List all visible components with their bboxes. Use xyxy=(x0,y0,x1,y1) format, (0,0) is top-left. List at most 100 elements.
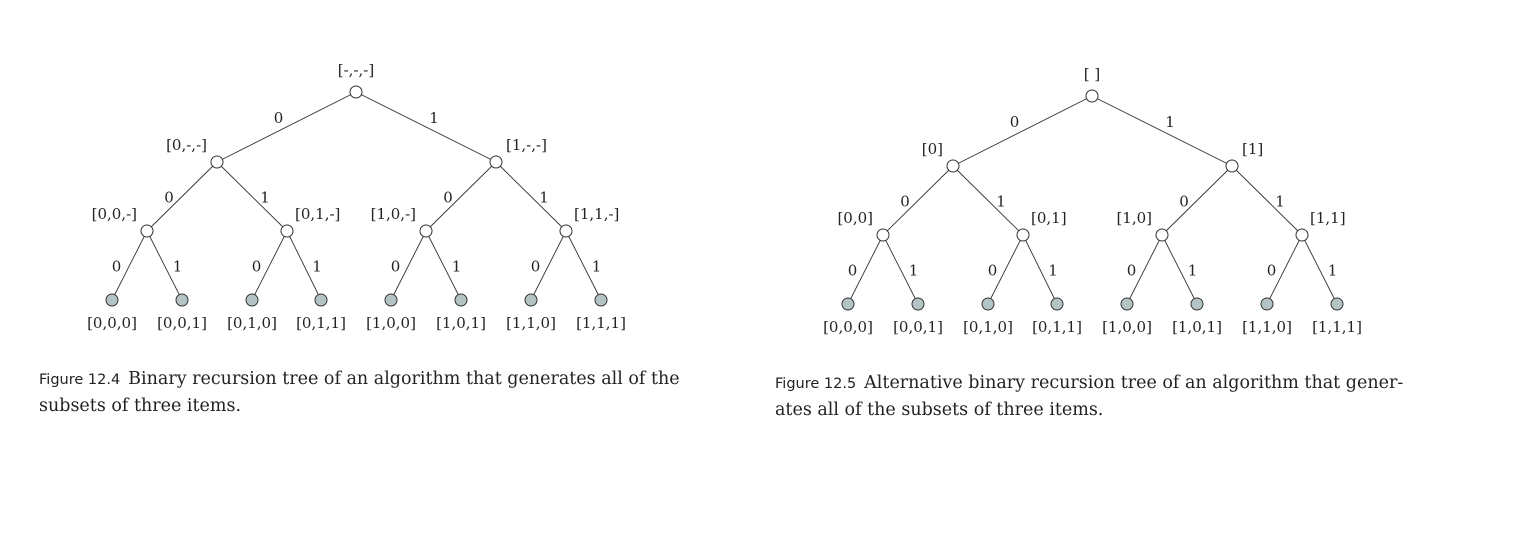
tree-edge xyxy=(847,234,884,305)
level2-node-label: [1,1,-] xyxy=(574,205,619,223)
tree-edge xyxy=(146,161,218,232)
tree-edge xyxy=(251,230,288,301)
edge-label: 1 xyxy=(429,109,439,127)
tree-edge xyxy=(425,230,462,301)
leaf-node xyxy=(1190,297,1204,311)
leaf-node xyxy=(981,297,995,311)
tree-edge xyxy=(530,230,567,301)
tree-edge xyxy=(1161,165,1233,236)
edge-label: 0 xyxy=(252,258,262,276)
edge-label: 1 xyxy=(1328,262,1338,280)
edge-label: 0 xyxy=(848,262,858,280)
edge-label: 0 xyxy=(274,109,284,127)
edge-label: 0 xyxy=(531,258,541,276)
leaf-label: [1,1,0] xyxy=(1242,318,1292,336)
tree-edge xyxy=(1022,234,1058,305)
internal-node xyxy=(1295,228,1309,242)
edge-label: 1 xyxy=(312,258,322,276)
tree-edge xyxy=(390,230,427,301)
caption-line-1: Alternative binary recursion tree of an … xyxy=(864,373,1404,393)
caption-line-2: ates all of the subsets of three items. xyxy=(775,400,1104,420)
internal-node xyxy=(140,224,154,238)
edge-label: 0 xyxy=(1267,262,1277,280)
internal-node xyxy=(1155,228,1169,242)
edge-label: 0 xyxy=(900,193,910,211)
level2-node-label: [1,0] xyxy=(1116,209,1152,227)
edge-label: 0 xyxy=(164,189,174,207)
tree-edge xyxy=(216,161,288,232)
leaf-node xyxy=(1050,297,1064,311)
tree-edge xyxy=(1301,234,1338,305)
internal-node xyxy=(1225,159,1239,173)
leaf-label: [0,1,1] xyxy=(1032,318,1082,336)
leaf-label: [1,0,1] xyxy=(436,314,486,332)
edge-label: 0 xyxy=(112,258,122,276)
internal-node xyxy=(1085,89,1099,103)
tree-edge xyxy=(987,234,1024,305)
internal-node xyxy=(946,159,960,173)
edge-label: 1 xyxy=(1165,113,1175,131)
leaf-node xyxy=(454,293,468,307)
tree-edge xyxy=(1161,234,1198,305)
level2-node-label: [0,0,-] xyxy=(92,205,137,223)
leaf-label: [0,1,1] xyxy=(296,314,346,332)
leaf-node xyxy=(594,293,608,307)
edge-label: 0 xyxy=(1127,262,1137,280)
edge-label: 1 xyxy=(1188,262,1198,280)
caption-text: Binary recursion tree of an algorithm th… xyxy=(39,369,680,416)
leaf-label: [0,0,0] xyxy=(823,318,873,336)
internal-node xyxy=(280,224,294,238)
leaf-node xyxy=(1260,297,1274,311)
tree-edge xyxy=(1091,95,1233,167)
edge-label: 1 xyxy=(996,193,1006,211)
leaf-label: [1,1,0] xyxy=(506,314,556,332)
internal-node xyxy=(210,155,224,169)
edge-label: 1 xyxy=(1275,193,1285,211)
internal-node xyxy=(489,155,503,169)
tree-edge xyxy=(1266,234,1303,305)
edge-label: 0 xyxy=(988,262,998,280)
leaf-node xyxy=(1120,297,1134,311)
figure-label: Figure 12.4 xyxy=(39,372,121,388)
internal-node xyxy=(1016,228,1030,242)
leaf-label: [0,0,1] xyxy=(157,314,207,332)
edge-label: 0 xyxy=(1010,113,1020,131)
edge-label: 1 xyxy=(539,189,549,207)
figure-label: Figure 12.5 xyxy=(775,376,857,392)
internal-node xyxy=(559,224,573,238)
level2-node-label: [1,1] xyxy=(1310,209,1346,227)
tree-edge xyxy=(111,230,148,301)
leaf-node xyxy=(384,293,398,307)
edge-label: 1 xyxy=(452,258,462,276)
root-label: [-,-,-] xyxy=(338,61,374,79)
edge-label: 1 xyxy=(260,189,270,207)
level1-node-label: [1,-,-] xyxy=(506,136,547,154)
figure-caption-12-5: Figure 12.5 Alternative binary recursion … xyxy=(775,370,1435,423)
level2-node-label: [0,0] xyxy=(837,209,873,227)
edge-label: 0 xyxy=(1179,193,1189,211)
internal-node xyxy=(419,224,433,238)
level1-node-label: [1] xyxy=(1242,140,1263,158)
edge-label: 1 xyxy=(173,258,183,276)
level2-node-label: [0,1] xyxy=(1031,209,1067,227)
leaf-label: [0,0,1] xyxy=(893,318,943,336)
level1-node-label: [0,-,-] xyxy=(166,136,207,154)
figure-caption-12-4: Figure 12.4 Binary recursion tree of an a… xyxy=(39,366,699,419)
root-label: [ ] xyxy=(1084,65,1100,83)
edge-label: 0 xyxy=(391,258,401,276)
leaf-node xyxy=(524,293,538,307)
leaf-node xyxy=(911,297,925,311)
leaf-node xyxy=(175,293,189,307)
edge-label: 1 xyxy=(909,262,919,280)
leaf-label: [1,1,1] xyxy=(1312,318,1362,336)
leaf-label: [0,1,0] xyxy=(227,314,277,332)
tree-edge xyxy=(495,161,567,232)
tree-edge xyxy=(286,230,322,301)
tree-edge xyxy=(882,234,919,305)
level2-node-label: [0,1,-] xyxy=(295,205,340,223)
tree-edge xyxy=(882,165,954,236)
edge-label: 1 xyxy=(1048,262,1058,280)
tree-edge xyxy=(1231,165,1303,236)
tree-edge xyxy=(425,161,497,232)
tree-edge xyxy=(216,91,357,163)
